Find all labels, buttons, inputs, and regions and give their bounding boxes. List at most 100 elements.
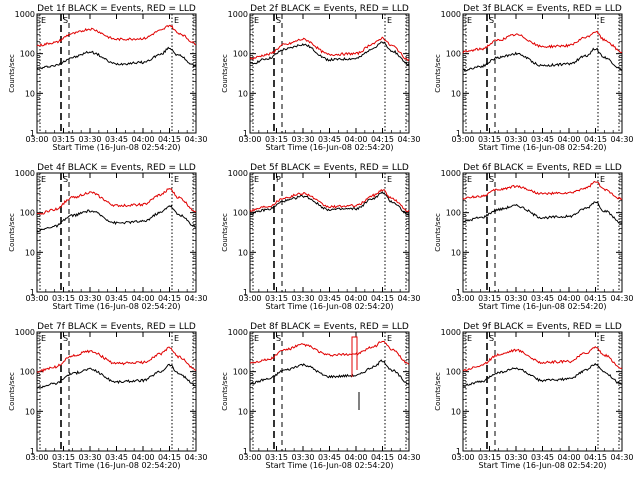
x-tick-label: 04:30 xyxy=(397,135,420,144)
y-tick-label: 1000 xyxy=(441,169,461,178)
x-tick-label: 04:00 xyxy=(131,294,154,303)
x-tick-label: 04:00 xyxy=(131,453,154,462)
x-tick-label: 03:00 xyxy=(25,453,48,462)
marker-label: E xyxy=(387,175,392,184)
marker-label: E xyxy=(41,16,46,25)
panel-title: Det 2f BLACK = Events, RED = LLD xyxy=(250,4,409,14)
events-series-line xyxy=(462,362,623,388)
y-axis-label: Counts/sec xyxy=(434,54,442,93)
x-tick-label: 03:15 xyxy=(265,135,288,144)
y-tick-label: 100 xyxy=(233,209,248,218)
x-tick-label: 04:00 xyxy=(344,294,367,303)
y-tick-label: 10 xyxy=(25,248,35,257)
marker-label: S xyxy=(489,334,494,343)
x-tick-label: 04:30 xyxy=(397,294,420,303)
marker-label: E xyxy=(254,334,259,343)
events-series-line xyxy=(249,359,410,385)
x-axis-label: Start Time (16-Jun-08 02:54:20) xyxy=(266,302,394,311)
marker-label: E xyxy=(174,175,179,184)
events-series-line xyxy=(36,204,197,233)
x-tick-label: 04:00 xyxy=(557,294,580,303)
y-tick-label: 1 xyxy=(243,129,248,138)
x-tick-label: 04:15 xyxy=(158,453,181,462)
x-axis-label: Start Time (16-Jun-08 02:54:20) xyxy=(479,143,607,152)
x-tick-label: 04:30 xyxy=(184,135,207,144)
x-axis-label: Start Time (16-Jun-08 02:54:20) xyxy=(266,461,394,470)
y-axis-label: Counts/sec xyxy=(221,54,229,93)
y-tick-label: 100 xyxy=(446,209,461,218)
x-tick-label: 04:00 xyxy=(131,135,154,144)
y-tick-label: 100 xyxy=(233,368,248,377)
x-tick-label: 03:15 xyxy=(478,135,501,144)
y-axis-label: Counts/sec xyxy=(8,54,16,93)
x-tick-label: 03:45 xyxy=(531,453,554,462)
x-tick-label: 04:15 xyxy=(158,294,181,303)
x-tick-label: 03:30 xyxy=(291,294,314,303)
x-tick-label: 03:30 xyxy=(504,453,527,462)
x-tick-label: 04:00 xyxy=(344,135,367,144)
x-tick-label: 03:00 xyxy=(238,135,261,144)
y-tick-label: 1000 xyxy=(441,328,461,337)
x-tick-label: 04:15 xyxy=(371,135,394,144)
events-series-line xyxy=(249,190,410,216)
x-tick-label: 03:15 xyxy=(478,453,501,462)
marker-label: S xyxy=(63,334,68,343)
y-tick-label: 10 xyxy=(451,248,461,257)
marker-label: E xyxy=(387,16,392,25)
marker-label: S xyxy=(276,334,281,343)
marker-label: E xyxy=(174,16,179,25)
x-axis-label: Start Time (16-Jun-08 02:54:20) xyxy=(53,461,181,470)
marker-label: E xyxy=(467,175,472,184)
x-tick-label: 03:30 xyxy=(504,294,527,303)
x-tick-label: 03:30 xyxy=(291,453,314,462)
x-tick-label: 03:30 xyxy=(291,135,314,144)
y-tick-label: 10 xyxy=(451,407,461,416)
y-tick-label: 10 xyxy=(25,89,35,98)
events-series-line xyxy=(36,363,197,389)
y-tick-label: 100 xyxy=(20,368,35,377)
y-tick-label: 1 xyxy=(30,447,35,456)
x-tick-label: 04:00 xyxy=(557,453,580,462)
x-tick-label: 04:15 xyxy=(371,453,394,462)
panel-title: Det 5f BLACK = Events, RED = LLD xyxy=(250,163,409,173)
y-axis-label: Counts/sec xyxy=(221,213,229,252)
marker-label: E xyxy=(600,16,605,25)
marker-label: E xyxy=(254,16,259,25)
x-tick-label: 04:00 xyxy=(344,453,367,462)
x-tick-label: 03:00 xyxy=(25,294,48,303)
y-tick-label: 1 xyxy=(243,288,248,297)
x-tick-label: 03:00 xyxy=(238,453,261,462)
x-tick-label: 03:30 xyxy=(78,294,101,303)
lld-series-line xyxy=(36,188,197,216)
x-tick-label: 04:15 xyxy=(584,453,607,462)
panel-title: Det 4f BLACK = Events, RED = LLD xyxy=(37,163,196,173)
x-tick-label: 04:15 xyxy=(584,135,607,144)
lld-series-line xyxy=(249,188,410,213)
y-tick-label: 1 xyxy=(30,288,35,297)
x-tick-label: 04:00 xyxy=(557,135,580,144)
x-axis-label: Start Time (16-Jun-08 02:54:20) xyxy=(479,302,607,311)
x-tick-label: 03:00 xyxy=(238,294,261,303)
marker-label: E xyxy=(467,334,472,343)
x-tick-label: 03:00 xyxy=(451,135,474,144)
marker-label: S xyxy=(489,175,494,184)
y-tick-label: 1000 xyxy=(441,10,461,19)
x-tick-label: 03:30 xyxy=(78,135,101,144)
lld-series-line xyxy=(462,345,623,372)
marker-label: E xyxy=(467,16,472,25)
y-tick-label: 10 xyxy=(238,89,248,98)
x-tick-label: 04:30 xyxy=(184,453,207,462)
x-tick-label: 03:45 xyxy=(318,294,341,303)
x-tick-label: 03:15 xyxy=(265,294,288,303)
panel-7f: Det 7f BLACK = Events, RED = LLD 1 10 100 10… xyxy=(8,322,208,470)
y-tick-label: 100 xyxy=(233,50,248,59)
x-tick-label: 03:45 xyxy=(105,453,128,462)
marker-label: E xyxy=(41,175,46,184)
x-axis-label: Start Time (16-Jun-08 02:54:20) xyxy=(53,302,181,311)
x-tick-label: 03:00 xyxy=(451,453,474,462)
lld-series-line xyxy=(249,340,410,365)
y-tick-label: 1 xyxy=(30,129,35,138)
y-tick-label: 10 xyxy=(238,407,248,416)
y-tick-label: 1 xyxy=(456,447,461,456)
lld-series-line xyxy=(462,30,623,54)
